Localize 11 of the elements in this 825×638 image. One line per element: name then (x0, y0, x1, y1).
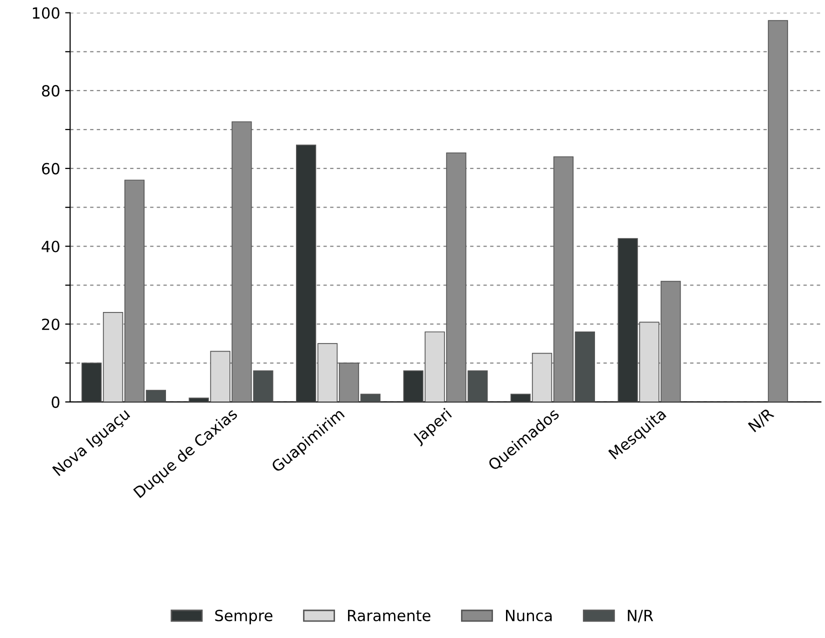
y-tick-label: 60 (42, 162, 60, 174)
legend-label: Sempre (215, 610, 272, 624)
y-tick-label: 100 (32, 7, 60, 19)
legend-label: N/R (628, 610, 654, 622)
legend-label: Raramente (348, 610, 430, 622)
y-tick-label: 20 (42, 318, 60, 330)
x-tick-label: N/R (748, 407, 776, 434)
legend-label: Nunca (506, 610, 552, 622)
y-tick-label: 80 (42, 85, 60, 97)
y-tick-label: 40 (42, 240, 60, 252)
y-tick-label: 0 (52, 396, 60, 408)
